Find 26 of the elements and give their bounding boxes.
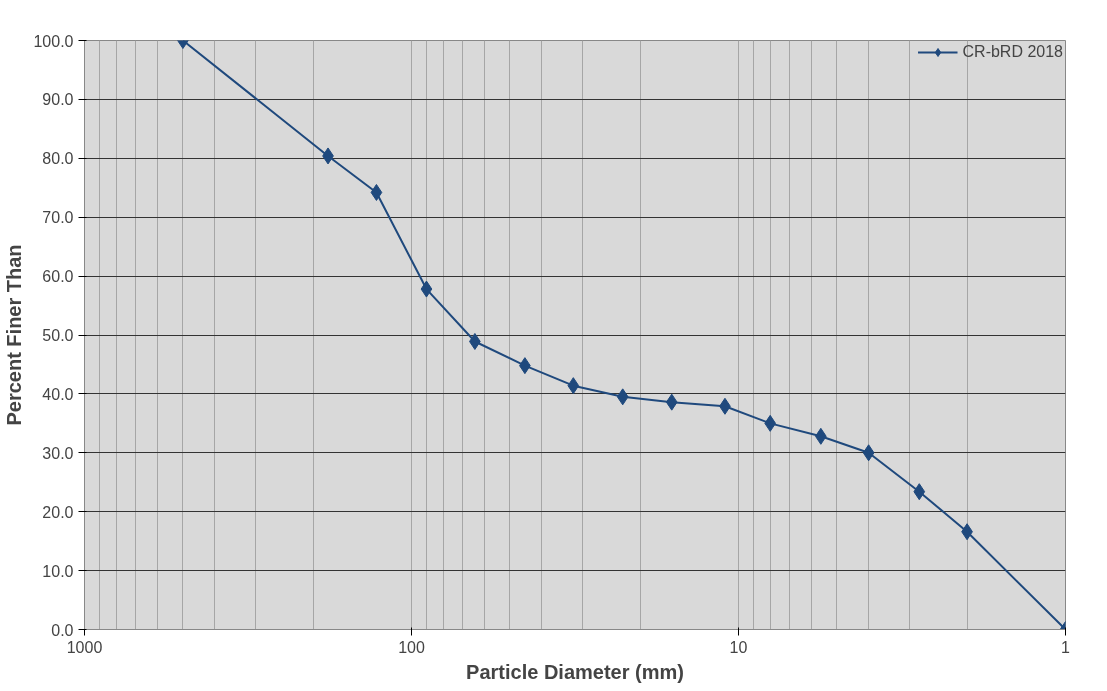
point	[370, 183, 383, 201]
y-axis-title: Percent Finer Than	[3, 244, 26, 426]
point	[567, 377, 580, 395]
y-tick-label: 10.0	[42, 562, 74, 580]
x-tick-label: 1	[1061, 638, 1071, 656]
y-tick-label: 20.0	[42, 503, 74, 521]
point	[764, 414, 777, 432]
point	[913, 483, 926, 501]
legend-label: CR-bRD 2018	[962, 43, 1063, 61]
y-tick-label: 30.0	[42, 444, 74, 462]
point	[862, 444, 875, 462]
point	[616, 388, 629, 406]
y-tick-label: 40.0	[42, 385, 74, 403]
y-tick-label: 0.0	[51, 621, 74, 639]
y-tick-label: 60.0	[42, 268, 74, 286]
x-tick-label: 100	[398, 638, 425, 656]
point	[420, 280, 433, 298]
y-tick-label: 70.0	[42, 209, 74, 227]
x-tick-label: 1000	[66, 638, 103, 656]
x-axis-title: Particle Diameter (mm)	[466, 660, 684, 683]
y-tick-label: 50.0	[42, 327, 74, 344]
y-tick-label: 90.0	[42, 91, 74, 109]
y-tick-label: 100.0	[33, 32, 74, 50]
y-tick-label: 80.0	[42, 150, 74, 168]
point	[665, 393, 678, 411]
x-tick-label: 10	[729, 638, 748, 656]
